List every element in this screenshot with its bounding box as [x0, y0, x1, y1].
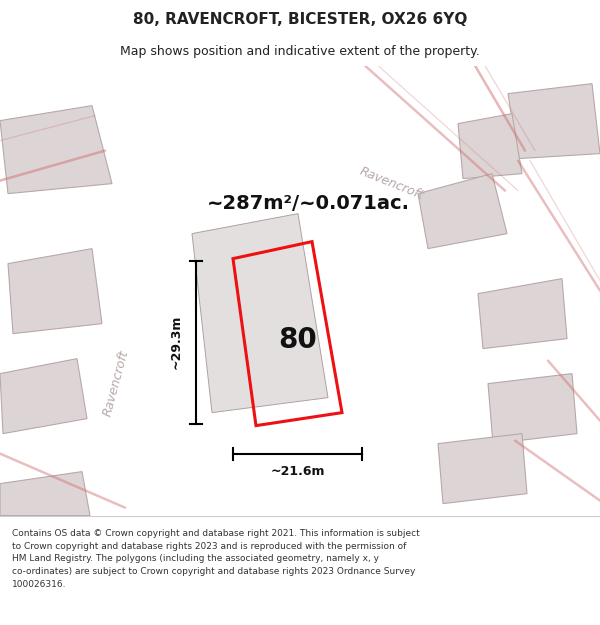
Polygon shape: [0, 472, 90, 516]
Text: Ravencroft: Ravencroft: [101, 349, 131, 418]
Polygon shape: [458, 114, 522, 179]
Text: ~21.6m: ~21.6m: [270, 465, 325, 478]
Text: ~287m²/~0.071ac.: ~287m²/~0.071ac.: [206, 194, 409, 213]
Polygon shape: [488, 374, 577, 444]
Text: Map shows position and indicative extent of the property.: Map shows position and indicative extent…: [120, 45, 480, 58]
Text: Contains OS data © Crown copyright and database right 2021. This information is : Contains OS data © Crown copyright and d…: [12, 529, 420, 589]
Polygon shape: [0, 359, 87, 434]
Polygon shape: [438, 434, 527, 504]
Polygon shape: [192, 214, 328, 412]
Polygon shape: [508, 84, 600, 159]
Polygon shape: [8, 249, 102, 334]
Text: ~29.3m: ~29.3m: [170, 315, 182, 369]
Text: 80, RAVENCROFT, BICESTER, OX26 6YQ: 80, RAVENCROFT, BICESTER, OX26 6YQ: [133, 12, 467, 27]
Polygon shape: [478, 279, 567, 349]
Text: Ravencroft: Ravencroft: [358, 165, 426, 202]
Polygon shape: [0, 106, 112, 194]
Polygon shape: [418, 174, 507, 249]
Text: 80: 80: [278, 326, 317, 354]
